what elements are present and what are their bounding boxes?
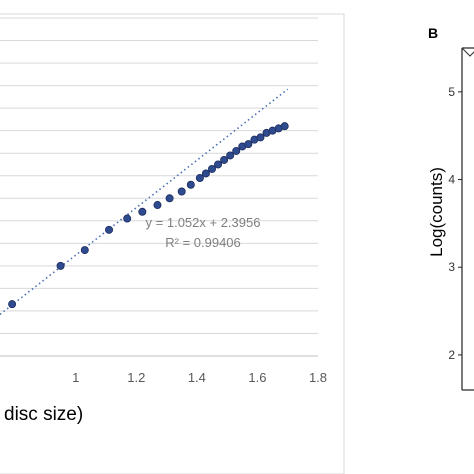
chart-a-data-point xyxy=(138,207,147,216)
chart-a-data-point xyxy=(214,160,223,169)
chart-a-x-tick-label: 1.4 xyxy=(188,370,206,385)
chart-a-data-point xyxy=(244,140,253,149)
chart-a-data-point xyxy=(80,246,89,255)
chart-a-x-tick-label: 1.8 xyxy=(309,370,327,385)
trendline-r-squared: R² = 0.99406 xyxy=(165,235,241,250)
chart-b-y-axis-label: Log(counts) xyxy=(427,167,446,257)
chart-a-gridlines xyxy=(0,17,318,357)
chart-a-data-point xyxy=(165,194,174,203)
chart-a-x-ticks: 1 1.2 1.4 1.6 1.8 xyxy=(72,370,327,385)
chart-a-data-point xyxy=(256,133,265,142)
chart-b-series-line xyxy=(461,47,474,57)
chart-a-data-point xyxy=(105,225,114,234)
chart-b-y-tick-label: 4 xyxy=(448,173,455,187)
chart-a-data-point xyxy=(220,155,229,164)
chart-a-x-tick-label: 1 xyxy=(72,370,79,385)
chart-a-data-point xyxy=(280,122,289,131)
chart-a-x-axis-label: disc size) xyxy=(4,404,83,425)
chart-b-y-ticks: 2 3 4 5 xyxy=(448,85,462,362)
chart-b-y-tick-label: 3 xyxy=(448,260,455,274)
chart-a-x-tick-label: 1.6 xyxy=(248,370,266,385)
chart-a-frame xyxy=(0,13,345,474)
chart-a-data-point xyxy=(226,151,235,160)
chart-a-data-point xyxy=(201,169,210,178)
chart-a-points xyxy=(8,122,289,309)
trendline-equation: y = 1.052x + 2.3956 xyxy=(146,215,261,230)
chart-a-x-tick-label: 1.2 xyxy=(127,370,145,385)
chart-b-y-tick-label: 5 xyxy=(448,85,455,99)
chart-a-data-point xyxy=(195,173,204,182)
chart-a-data-point xyxy=(177,187,186,196)
chart-a-data-point xyxy=(56,261,65,270)
panel-b-label: B xyxy=(428,25,438,41)
chart-b-y-tick-label: 2 xyxy=(448,348,455,362)
chart-a-data-point xyxy=(123,214,132,223)
chart-a-data-point xyxy=(153,201,162,210)
chart-a-data-point xyxy=(207,164,216,173)
chart-a-data-point xyxy=(8,300,17,309)
chart-a-data-point xyxy=(232,146,241,155)
chart-a-data-point xyxy=(186,180,195,189)
